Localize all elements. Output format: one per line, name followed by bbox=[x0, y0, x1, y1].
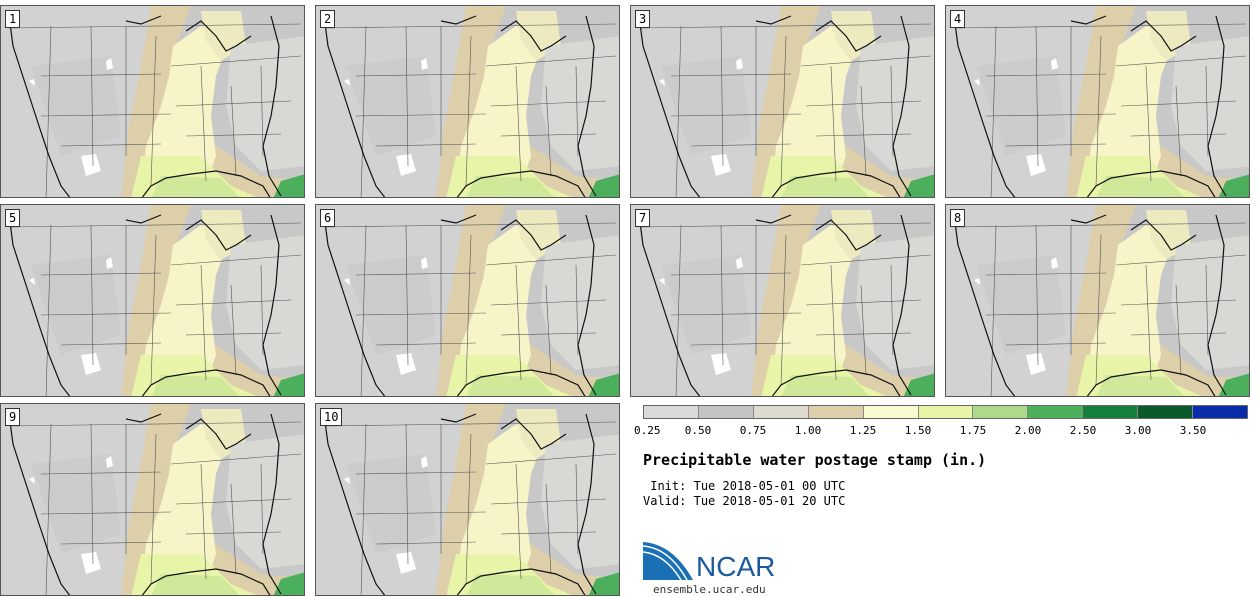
colorbar-segment bbox=[808, 406, 864, 418]
map-7 bbox=[631, 205, 934, 396]
colorbar-segment bbox=[1138, 406, 1194, 418]
stamp-number: 5 bbox=[5, 209, 21, 227]
stamp-number: 3 bbox=[635, 10, 651, 28]
colorbar-segment bbox=[1028, 406, 1084, 418]
colorbar-tick-label: 1.25 bbox=[849, 424, 877, 437]
stamp-4: 4 bbox=[945, 5, 1250, 198]
map-4 bbox=[946, 6, 1249, 197]
stamp-8: 8 bbox=[945, 204, 1250, 397]
stamp-number: 6 bbox=[320, 209, 336, 227]
map-9 bbox=[1, 404, 304, 595]
stamp-number: 7 bbox=[635, 209, 651, 227]
logo-text: NCAR bbox=[696, 551, 776, 582]
colorbar-tick-label: 1.00 bbox=[794, 424, 822, 437]
colorbar-tick-label: 2.50 bbox=[1069, 424, 1097, 437]
stamp-number: 8 bbox=[950, 209, 966, 227]
plot-title: Precipitable water postage stamp (in.) bbox=[643, 451, 987, 469]
stamp-5: 5 bbox=[0, 204, 305, 397]
init-value: Tue 2018-05-01 00 UTC bbox=[693, 479, 846, 493]
map-2 bbox=[316, 6, 619, 197]
init-label: Init: bbox=[643, 479, 687, 493]
colorbar-tick-label: 3.50 bbox=[1179, 424, 1207, 437]
valid-value: Tue 2018-05-01 20 UTC bbox=[693, 494, 846, 508]
map-1 bbox=[1, 6, 304, 197]
colorbar-segment bbox=[753, 406, 809, 418]
colorbar-segment bbox=[1193, 406, 1247, 418]
map-3 bbox=[631, 6, 934, 197]
colorbar-tick-label: 0.25 bbox=[634, 424, 661, 437]
stamp-number: 2 bbox=[320, 10, 336, 28]
stamp-1: 1 bbox=[0, 5, 305, 198]
colorbar-segment bbox=[863, 406, 919, 418]
site-url: ensemble.ucar.edu bbox=[653, 583, 766, 596]
colorbar bbox=[643, 405, 1248, 419]
stamp-3: 3 bbox=[630, 5, 935, 198]
stamp-7: 7 bbox=[630, 204, 935, 397]
colorbar-tick-label: 0.50 bbox=[684, 424, 712, 437]
map-8 bbox=[946, 205, 1249, 396]
colorbar-tick-label: 0.75 bbox=[739, 424, 767, 437]
colorbar-segment bbox=[698, 406, 754, 418]
valid-line: Valid: Tue 2018-05-01 20 UTC bbox=[643, 494, 845, 508]
colorbar-tick-label: 3.00 bbox=[1124, 424, 1152, 437]
stamp-9: 9 bbox=[0, 403, 305, 596]
valid-label: Valid: bbox=[643, 494, 687, 508]
colorbar-segment bbox=[1083, 406, 1139, 418]
stamp-number: 10 bbox=[320, 408, 343, 426]
stamp-2: 2 bbox=[315, 5, 620, 198]
map-5 bbox=[1, 205, 304, 396]
stamp-10: 10 bbox=[315, 403, 620, 596]
colorbar-tick-label: 2.00 bbox=[1014, 424, 1042, 437]
init-line: Init: Tue 2018-05-01 00 UTC bbox=[643, 479, 845, 493]
stamp-6: 6 bbox=[315, 204, 620, 397]
map-10 bbox=[316, 404, 619, 595]
colorbar-tick-label: 1.50 bbox=[904, 424, 932, 437]
stamp-number: 9 bbox=[5, 408, 21, 426]
colorbar-segment bbox=[918, 406, 974, 418]
stamp-number: 1 bbox=[5, 10, 21, 28]
ncar-logo-icon bbox=[643, 542, 693, 581]
map-6 bbox=[316, 205, 619, 396]
colorbar-segment bbox=[973, 406, 1029, 418]
colorbar-segment bbox=[644, 406, 699, 418]
stamp-number: 4 bbox=[950, 10, 966, 28]
colorbar-tick-label: 1.75 bbox=[959, 424, 987, 437]
